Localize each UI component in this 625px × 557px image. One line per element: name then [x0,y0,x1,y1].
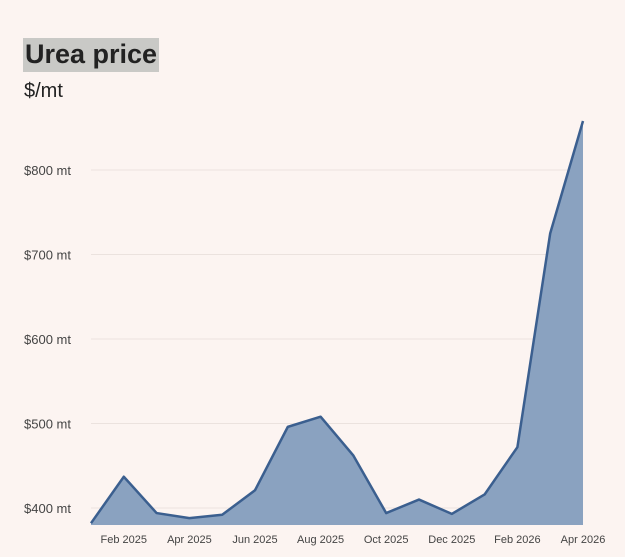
y-tick-label: $400 mt [24,501,71,516]
y-tick-label: $500 mt [24,417,71,432]
x-tick-label: Aug 2025 [297,534,344,546]
x-tick-label: Apr 2025 [167,534,212,546]
y-axis-ticks: $400 mt $500 mt $600 mt $700 mt $800 mt [24,163,71,516]
chart-subtitle: $/mt [24,80,63,102]
x-tick-label: Jun 2025 [232,534,277,546]
y-tick-label: $800 mt [24,163,71,178]
area-layer [89,120,585,525]
series-line [89,120,585,524]
x-tick-label: Feb 2026 [494,534,540,546]
y-tick-label: $700 mt [24,248,71,263]
x-tick-label: Apr 2026 [561,534,606,546]
x-tick-label: Dec 2025 [428,534,475,546]
x-axis-ticks: Feb 2025 Apr 2025 Jun 2025 Aug 2025 Oct 2025… [101,534,606,546]
x-tick-label: Feb 2025 [101,534,147,546]
x-tick-label: Oct 2025 [364,534,409,546]
y-tick-label: $600 mt [24,332,71,347]
chart-title: Urea price [23,38,160,72]
series-area [91,121,583,525]
